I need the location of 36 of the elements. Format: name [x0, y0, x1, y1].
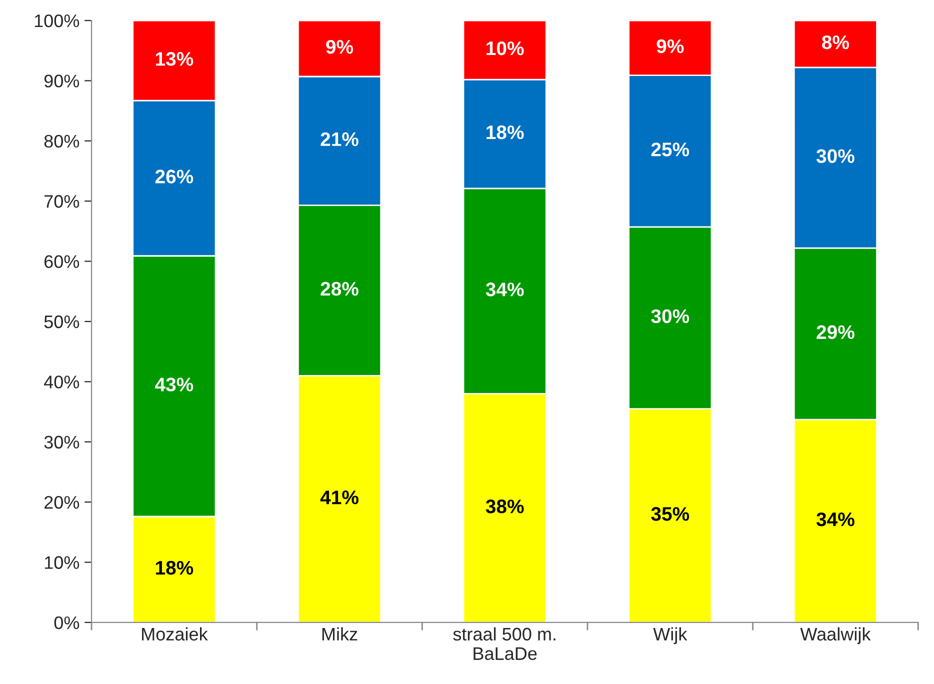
y-tick-label: 0% — [54, 616, 80, 630]
data-label: 30% — [816, 149, 854, 164]
data-label: 34% — [486, 282, 524, 296]
x-tick-label: Wijk — [653, 627, 688, 644]
data-label: 9% — [656, 39, 684, 54]
y-tick-label: 50% — [44, 315, 80, 328]
data-label: 41% — [320, 490, 358, 504]
x-tick-label: Mikz — [322, 627, 358, 640]
y-tick-label: 30% — [44, 436, 80, 449]
y-tick-label: 20% — [44, 496, 80, 509]
data-label: 25% — [651, 142, 690, 156]
y-tick-label: 80% — [44, 134, 80, 148]
y-tick-label: 10% — [44, 556, 80, 569]
y-tick-label: 40% — [44, 376, 80, 388]
data-label: 29% — [816, 325, 854, 340]
y-tick-label: 60% — [44, 255, 80, 268]
data-label: 43% — [155, 378, 194, 392]
y-tick-label: 100% — [34, 14, 80, 28]
y-tick-label: 90% — [44, 74, 80, 88]
x-tick-label: Mozaiek — [142, 627, 208, 641]
x-tick-label: Waalwijk — [800, 627, 871, 644]
data-label: 18% — [156, 560, 194, 575]
data-label: 18% — [486, 125, 524, 140]
y-tick-label: 70% — [44, 195, 80, 208]
data-label: 10% — [486, 41, 524, 56]
data-label: 21% — [320, 132, 358, 146]
data-label: 34% — [816, 512, 854, 526]
data-label: 13% — [156, 52, 194, 66]
data-label: 38% — [486, 500, 524, 514]
x-tick-label: straal 500 m. BaLaDe — [453, 627, 556, 660]
data-label: 30% — [651, 309, 690, 324]
data-label: 26% — [155, 170, 194, 184]
data-label: 9% — [326, 40, 354, 54]
data-label: 8% — [822, 35, 849, 50]
data-label: 28% — [320, 282, 358, 296]
data-label: 35% — [651, 507, 690, 521]
